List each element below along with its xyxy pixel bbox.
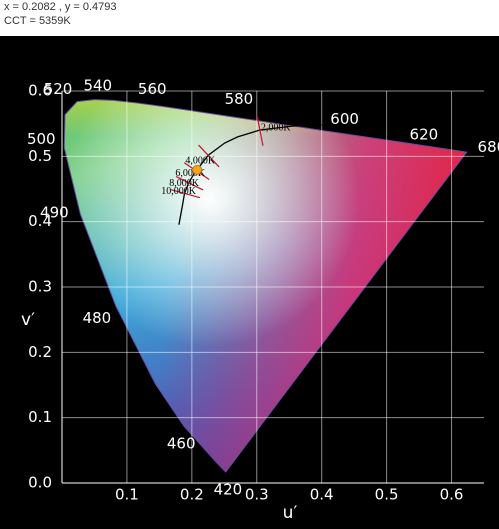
cct-label: 10,000K — [161, 186, 197, 197]
wavelength-label: 500 — [27, 130, 56, 148]
isotherm — [170, 189, 201, 199]
x-tick-label: 0.2 — [180, 486, 204, 504]
wavelength-label: 480 — [83, 309, 112, 327]
cct-label: 8,000K — [169, 178, 200, 189]
y-tick-label: 0.6 — [28, 82, 52, 100]
cct-readout: CCT = 5359K — [4, 15, 71, 27]
x-tick-label: 0.4 — [310, 486, 334, 504]
wavelength-label: 680 — [478, 138, 499, 156]
y-tick-label: 0.3 — [28, 278, 52, 296]
y-tick-label: 0.4 — [28, 212, 52, 230]
x-tick-label: 0.1 — [115, 486, 139, 504]
y-tick-label: 0.2 — [28, 343, 52, 361]
measured-point — [192, 164, 203, 175]
chart: u′ v′ 0.1 0.2 0.3 0.4 0.5 0.6 0.0 0.1 0.2 0.3 0.4 0… — [0, 36, 499, 529]
cct-label: 2,000K — [261, 123, 292, 134]
y-axis-label: v′ — [21, 310, 35, 330]
wavelength-label: 540 — [83, 77, 112, 95]
wavelength-label: 600 — [330, 110, 359, 128]
wavelength-label: 620 — [410, 126, 439, 144]
x-axis-label: u′ — [283, 503, 298, 523]
isotherm — [175, 176, 204, 191]
isotherm — [256, 116, 264, 146]
spectral-locus — [63, 99, 468, 473]
wavelength-label: 520 — [44, 80, 73, 98]
y-tick-label: 0.5 — [28, 147, 52, 165]
planckian-locus — [178, 124, 322, 225]
x-tick-label: 0.6 — [440, 486, 464, 504]
wavelength-label: 580 — [225, 90, 254, 108]
isotherm — [198, 144, 220, 168]
y-tick-label: 0.1 — [28, 408, 52, 426]
cct-label: 4,000K — [185, 155, 216, 166]
cct-label: 6,000K — [175, 168, 206, 179]
wavelength-label: 560 — [138, 80, 167, 98]
wavelength-label: 420 — [214, 480, 243, 498]
x-tick-label: 0.3 — [245, 486, 269, 504]
y-tick-label: 0.0 — [28, 474, 52, 492]
coords-readout: x = 0.2082 , y = 0.4793 — [4, 1, 117, 13]
wavelength-label: 460 — [167, 435, 196, 453]
x-tick-label: 0.5 — [375, 486, 399, 504]
wavelength-label: 490 — [40, 203, 69, 221]
